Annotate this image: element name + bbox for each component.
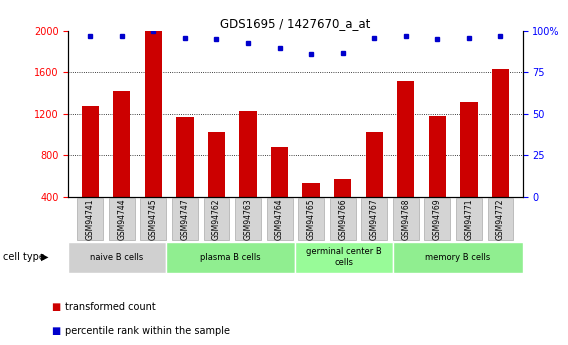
Bar [165, 241, 295, 273]
Text: percentile rank within the sample: percentile rank within the sample [65, 326, 230, 336]
Text: GSM94771: GSM94771 [465, 198, 473, 240]
FancyBboxPatch shape [456, 198, 482, 240]
FancyBboxPatch shape [330, 198, 356, 240]
FancyBboxPatch shape [487, 198, 513, 240]
Text: germinal center B
cells: germinal center B cells [306, 247, 382, 267]
Bar [295, 241, 392, 273]
FancyBboxPatch shape [298, 198, 324, 240]
Text: ▶: ▶ [41, 252, 48, 262]
Bar [303, 183, 320, 238]
Text: cell type: cell type [3, 252, 45, 262]
Bar [176, 117, 194, 238]
Text: GSM94744: GSM94744 [118, 198, 126, 240]
Text: GSM94765: GSM94765 [307, 198, 316, 240]
Text: GSM94769: GSM94769 [433, 198, 442, 240]
Text: ■: ■ [51, 326, 60, 336]
Text: ■: ■ [51, 302, 60, 312]
Text: GSM94745: GSM94745 [149, 198, 158, 240]
Bar [113, 91, 131, 238]
Text: GSM94763: GSM94763 [244, 198, 253, 240]
FancyBboxPatch shape [140, 198, 166, 240]
Text: GSM94764: GSM94764 [275, 198, 284, 240]
Text: GSM94772: GSM94772 [496, 198, 505, 240]
Bar [460, 102, 478, 238]
Text: GSM94767: GSM94767 [370, 198, 379, 240]
Text: GSM94762: GSM94762 [212, 198, 221, 240]
Text: naive B cells: naive B cells [90, 253, 144, 262]
Bar [366, 132, 383, 238]
Bar [392, 241, 523, 273]
Bar [397, 81, 415, 238]
Bar [208, 132, 225, 238]
Bar [429, 116, 446, 238]
Text: GSM94766: GSM94766 [338, 198, 347, 240]
FancyBboxPatch shape [235, 198, 261, 240]
FancyBboxPatch shape [203, 198, 229, 240]
Bar [334, 179, 352, 238]
FancyBboxPatch shape [424, 198, 450, 240]
FancyBboxPatch shape [77, 198, 103, 240]
Text: GSM94768: GSM94768 [402, 198, 410, 240]
Text: memory B cells: memory B cells [425, 253, 490, 262]
FancyBboxPatch shape [172, 198, 198, 240]
Text: GSM94741: GSM94741 [86, 198, 95, 240]
Title: GDS1695 / 1427670_a_at: GDS1695 / 1427670_a_at [220, 17, 370, 30]
Bar [82, 106, 99, 238]
Text: transformed count: transformed count [65, 302, 156, 312]
Text: plasma B cells: plasma B cells [200, 253, 261, 262]
FancyBboxPatch shape [361, 198, 387, 240]
Bar [271, 147, 289, 238]
Bar [68, 241, 165, 273]
FancyBboxPatch shape [393, 198, 419, 240]
FancyBboxPatch shape [109, 198, 135, 240]
Text: GSM94747: GSM94747 [181, 198, 189, 240]
Bar [145, 31, 162, 238]
FancyBboxPatch shape [266, 198, 293, 240]
Bar [492, 69, 509, 238]
Bar [239, 111, 257, 238]
